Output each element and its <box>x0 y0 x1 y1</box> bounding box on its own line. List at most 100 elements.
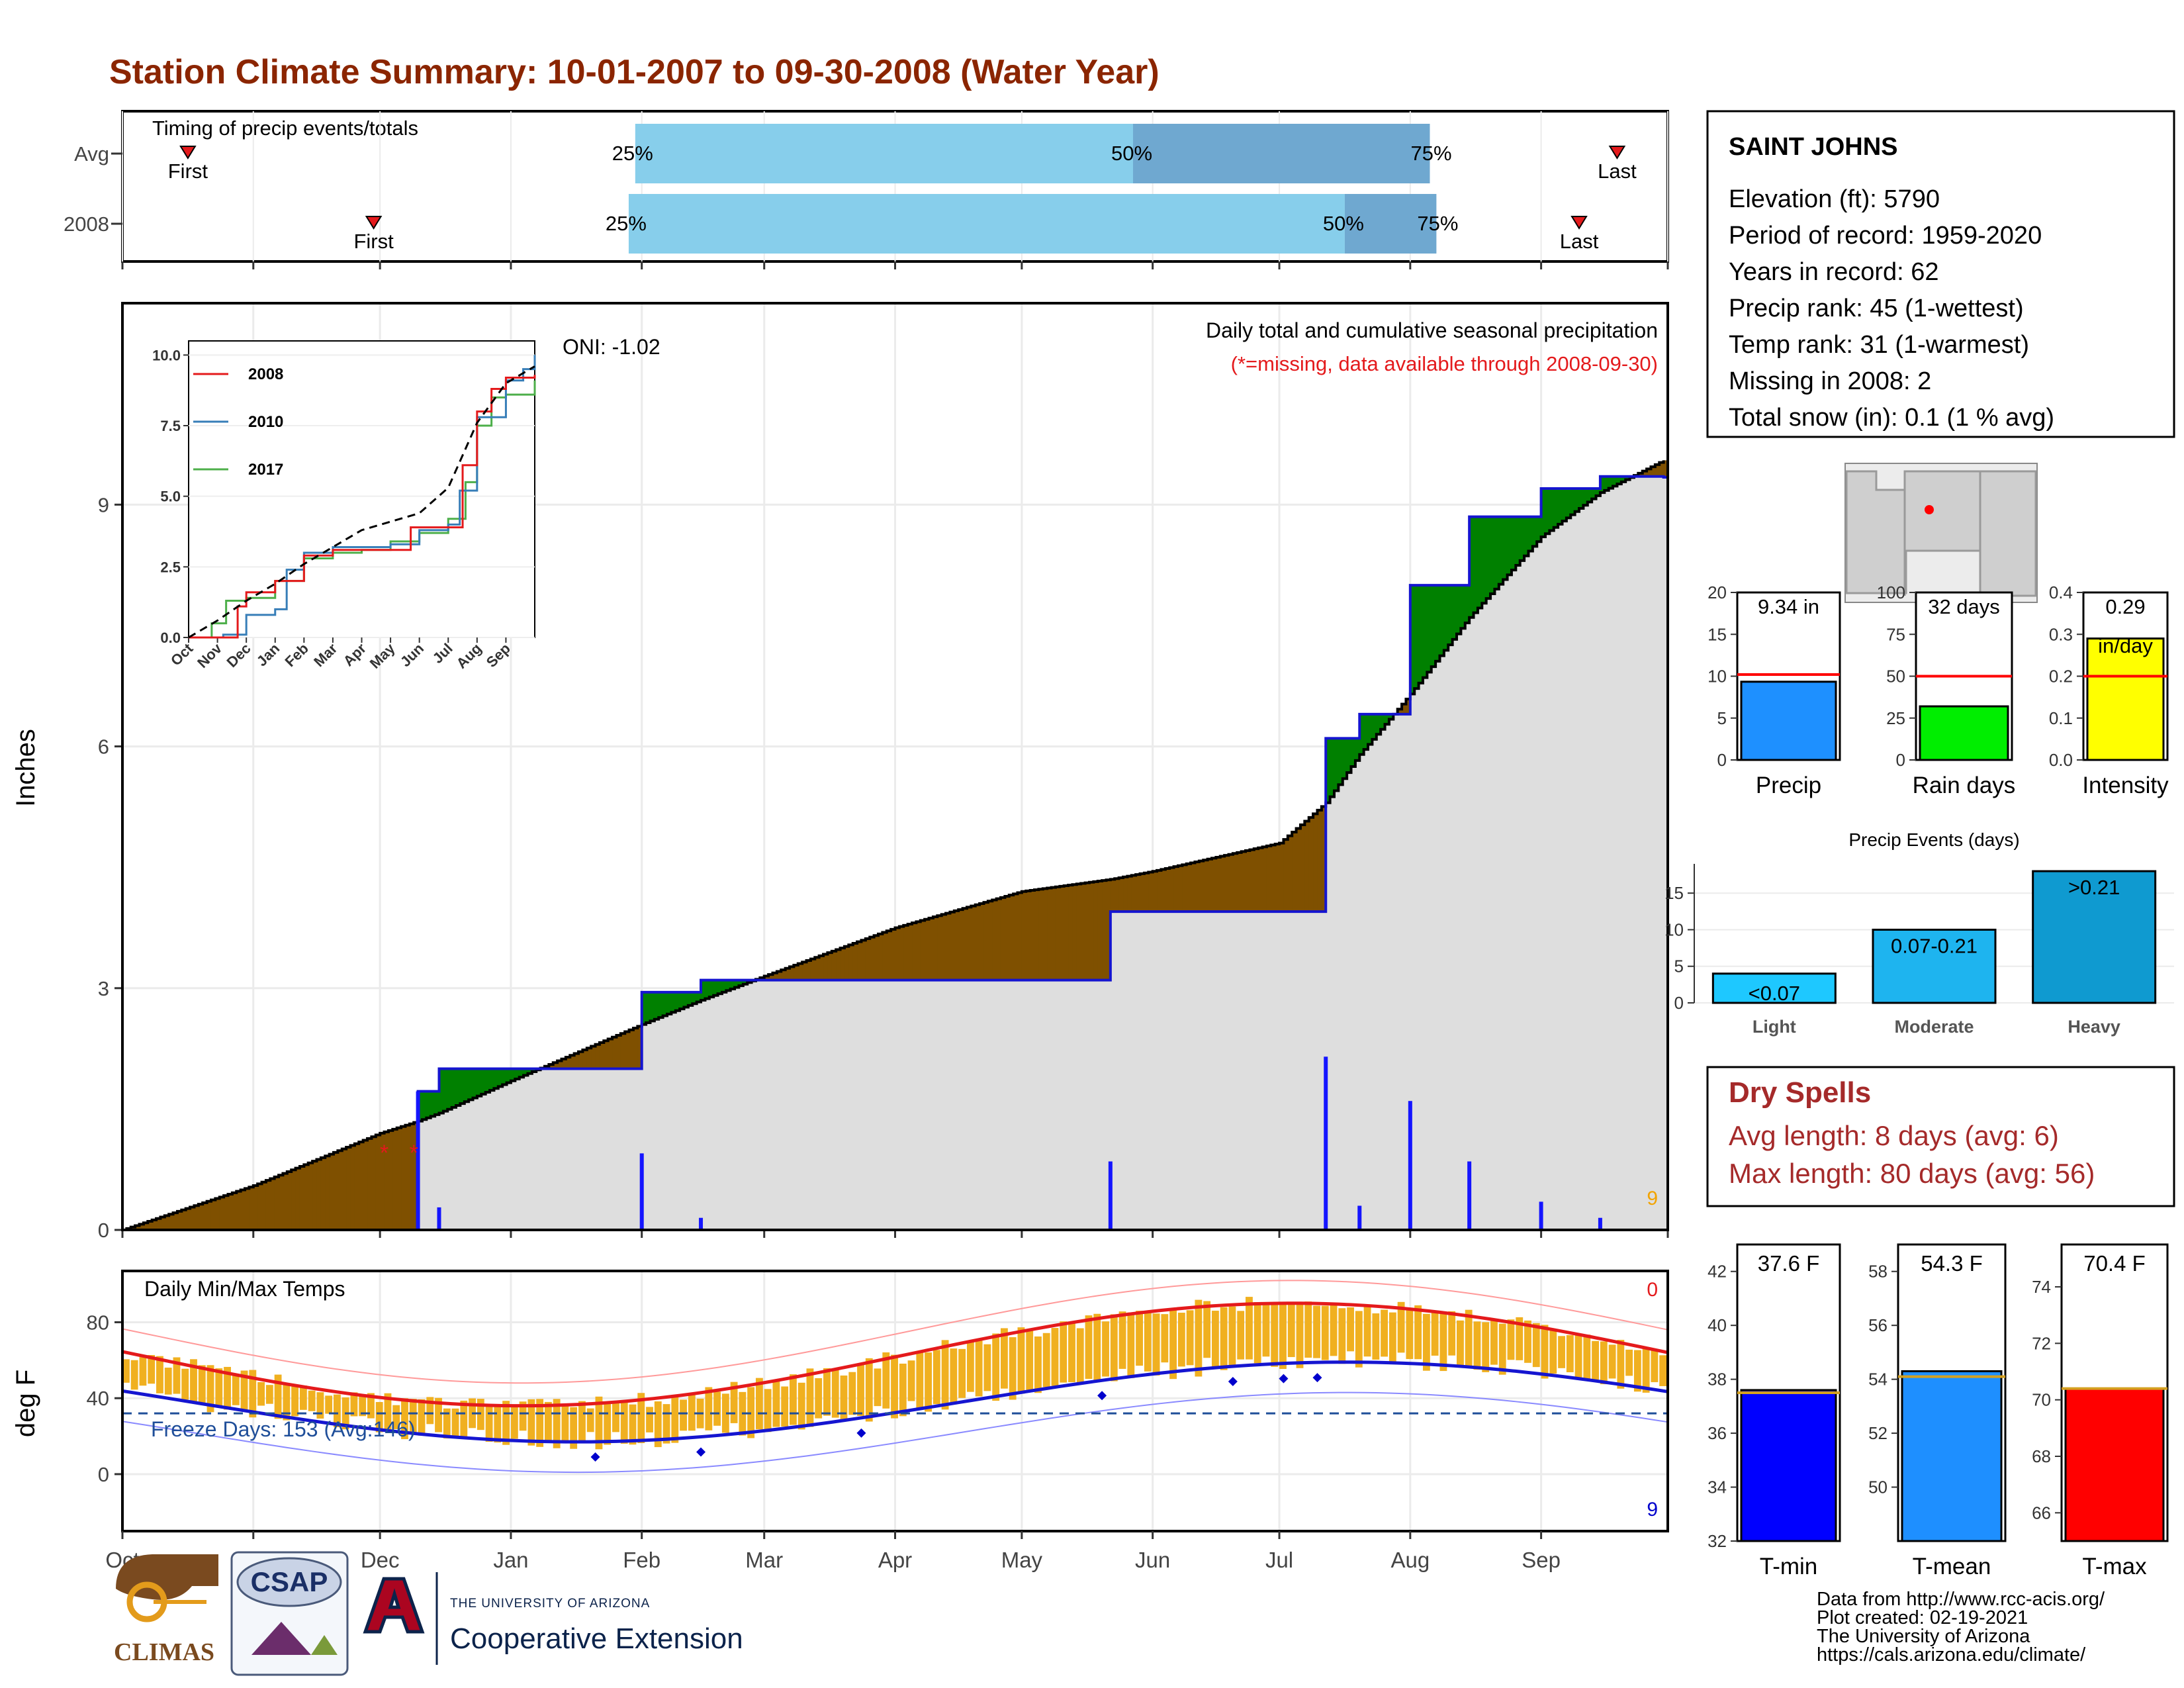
cumulative-precip-area <box>122 476 1668 1230</box>
credit-line: Data from http://www.rcc-acis.org/ <box>1817 1589 2105 1610</box>
deficit-band <box>844 946 849 980</box>
daily-temp-bar <box>781 1386 789 1427</box>
station-info-frame <box>1706 110 2175 438</box>
deficit-band <box>848 945 854 980</box>
deficit-band <box>253 1186 258 1230</box>
deficit-band <box>1182 865 1187 912</box>
daily-temp-bar <box>1574 1334 1582 1378</box>
deficit-band <box>1283 839 1289 912</box>
temp-summary-y-tick-label: 34 <box>1707 1477 1727 1497</box>
deficit-band <box>920 920 925 980</box>
precip-y-axis-label: Inches <box>11 729 40 807</box>
daily-temp-bar <box>494 1404 502 1443</box>
surplus-band <box>696 992 702 1002</box>
deficit-band <box>1000 897 1005 980</box>
deficit-band <box>1228 854 1234 912</box>
temp-summary-bar <box>1901 1370 2003 1542</box>
deficit-band <box>1165 868 1170 912</box>
surplus-band <box>1503 516 1508 580</box>
daily-temp-bar <box>1118 1311 1126 1369</box>
deficit-band <box>954 910 959 980</box>
deficit-band <box>971 906 976 980</box>
average-cumulative-line <box>122 460 1665 1231</box>
daily-temp-bar <box>1000 1328 1008 1389</box>
daily-temp-bar <box>586 1408 594 1432</box>
surplus-band <box>1537 516 1542 542</box>
ua-big-text: Cooperative Extension <box>450 1622 743 1655</box>
deficit-band <box>401 1126 406 1230</box>
deficit-band <box>633 1028 638 1069</box>
deficit-band <box>1262 847 1267 912</box>
deficit-band <box>1173 867 1179 912</box>
daily-temp-bar <box>1220 1307 1228 1370</box>
deficit-band <box>1072 884 1077 980</box>
daily-precip-bar <box>1324 1056 1328 1230</box>
station-line: Missing in 2008: 2 <box>1729 367 1931 395</box>
daily-temp-bar <box>1583 1335 1591 1380</box>
daily-temp-bar <box>1152 1313 1160 1376</box>
inset-y-tick-label: 7.5 <box>160 418 181 434</box>
deficit-band <box>245 1188 250 1230</box>
daily-precip-bar <box>1357 1205 1362 1230</box>
daily-temp-bar <box>156 1356 163 1393</box>
temp-y-tick-label: 0 <box>98 1463 109 1486</box>
surplus-band <box>426 1091 432 1118</box>
daily-temp-bar <box>975 1340 983 1397</box>
daily-temp-bar <box>1372 1313 1380 1360</box>
daily-temp-bar <box>173 1357 181 1394</box>
summary-y-tick-label: 0.2 <box>2049 667 2073 686</box>
temp-summary-bar <box>1740 1389 1837 1542</box>
daily-temp-bar <box>772 1380 780 1427</box>
record-low-marker <box>1279 1374 1289 1383</box>
inset-y-tick-label: 5.0 <box>160 489 181 505</box>
deficit-band <box>975 904 980 980</box>
deficit-band <box>1655 464 1660 477</box>
daily-precip-bar <box>1598 1217 1602 1230</box>
timing-row-label: 2008 <box>64 212 109 236</box>
deficit-band <box>1030 890 1035 980</box>
surplus-band <box>506 1068 512 1083</box>
deficit-band <box>1136 874 1141 912</box>
daily-temp-bar <box>1608 1344 1616 1379</box>
daily-temp-bar <box>164 1368 172 1395</box>
deficit-band <box>160 1217 165 1230</box>
deficit-band <box>557 1060 563 1069</box>
daily-precip-bar <box>416 1091 420 1230</box>
quartile-bar-50-75 <box>1344 194 1437 254</box>
daily-temp-bar <box>882 1352 890 1409</box>
surplus-band <box>435 1091 440 1115</box>
credits: Data from http://www.rcc-acis.org/ Plot … <box>1817 1589 2105 1665</box>
deficit-band <box>1047 888 1052 980</box>
csap-wordmark: CSAP <box>251 1566 328 1597</box>
deficit-band <box>367 1138 373 1230</box>
surplus-band <box>1431 585 1436 667</box>
inset-series-2010 <box>189 355 536 639</box>
summary-y-tick-label: 50 <box>1886 667 1905 686</box>
deficit-band <box>1034 890 1040 980</box>
deficit-band <box>320 1157 326 1230</box>
deficit-band <box>354 1143 359 1230</box>
last-event-marker <box>1608 146 1626 160</box>
deficit-band <box>1647 469 1652 477</box>
deficit-band <box>1009 895 1014 980</box>
deficit-band <box>1224 855 1230 912</box>
surplus-band <box>739 980 744 986</box>
deficit-band <box>1317 810 1322 912</box>
daily-temp-bar <box>1304 1301 1312 1358</box>
deficit-band <box>1013 894 1019 980</box>
temp-summary-category: T-min <box>1760 1554 1818 1579</box>
daily-temp-bar <box>1439 1313 1447 1372</box>
region-shape <box>1845 470 2037 597</box>
surplus-band <box>1490 516 1496 594</box>
daily-temp-bar <box>206 1365 214 1413</box>
logos: CLIMAS CSAP THE UNIVERSITY OF ARIZONA Co… <box>114 1551 743 1676</box>
deficit-band <box>1292 832 1297 912</box>
daily-temp-bar <box>1144 1312 1152 1372</box>
daily-temp-bar <box>1431 1310 1439 1356</box>
surplus-band <box>1613 476 1618 487</box>
deficit-band <box>815 957 820 980</box>
daily-temp-bar <box>1473 1321 1481 1370</box>
surplus-band <box>1473 516 1479 613</box>
surplus-band <box>519 1068 524 1078</box>
